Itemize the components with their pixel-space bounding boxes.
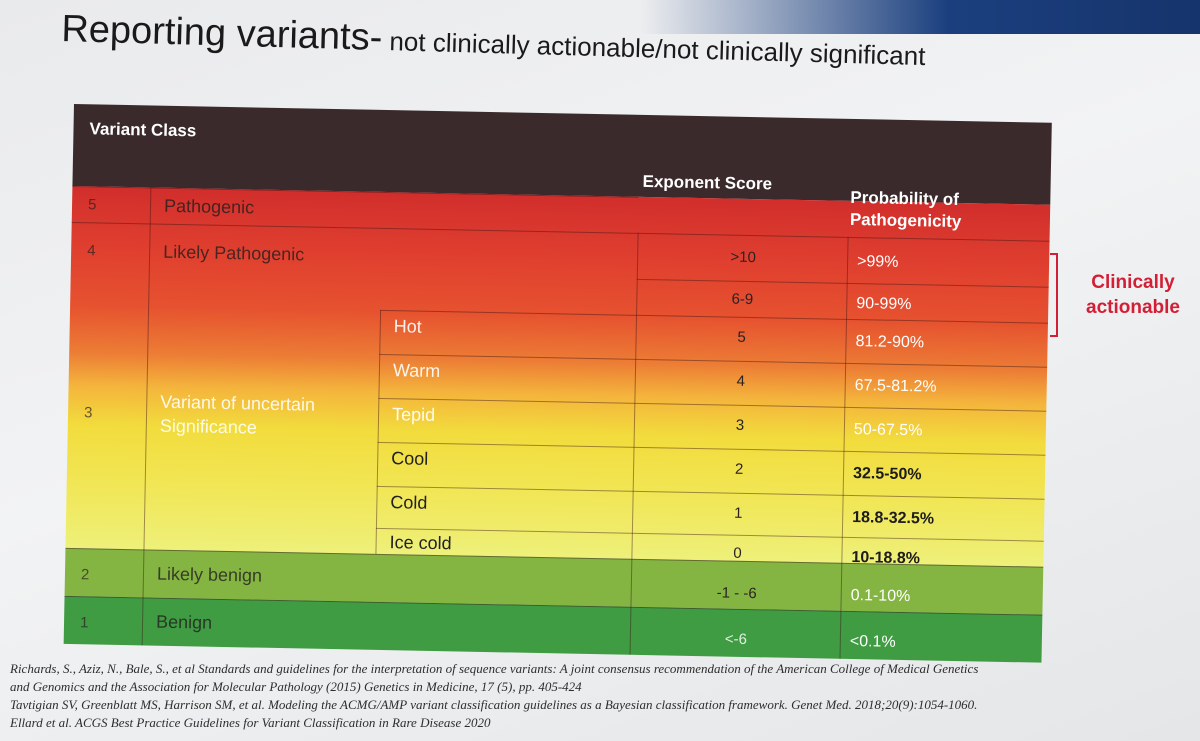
references: Richards, S., Aziz, N., Bale, S., et al …	[10, 660, 1190, 732]
reference-line: and Genomics and the Association for Mol…	[10, 679, 582, 694]
row-number: 2	[80, 566, 90, 584]
vus-sub-cool: Cool	[391, 448, 429, 469]
row-number: 1	[79, 614, 89, 632]
vus-sub-cold: Cold	[390, 492, 428, 513]
probability-cell: 67.5-81.2%	[854, 377, 937, 396]
probability-cell: 81.2-90%	[855, 333, 925, 352]
probability-cell: 50-67.5%	[853, 421, 923, 440]
class-label-likely-pathogenic: Likely Pathogenic	[162, 241, 305, 265]
vus-sub-hot: Hot	[393, 316, 422, 337]
score-cell: 6-9	[731, 290, 754, 309]
score-cell: 1	[733, 504, 743, 522]
probability-cell: <0.1%	[849, 632, 896, 651]
score-cell: 2	[734, 460, 744, 478]
variant-class-table: Variant Class Exponent Score Probability…	[63, 104, 1052, 679]
clinically-actionable-text: Clinically actionable	[1086, 272, 1180, 318]
header-variant-class: Variant Class	[89, 119, 197, 141]
probability-cell: 90-99%	[856, 295, 912, 314]
class-label-vus: Variant of uncertain Significance	[159, 391, 316, 438]
row-number: 3	[83, 404, 93, 422]
slide-title-main: Reporting variants-	[60, 8, 383, 59]
probability-cell: 32.5-50%	[852, 465, 922, 484]
score-cell: 4	[736, 372, 746, 390]
reference-line: Richards, S., Aziz, N., Bale, S., et al …	[10, 661, 979, 676]
row-number: 5	[87, 196, 97, 214]
score-cell: -1 - -6	[716, 584, 757, 603]
score-cell: 3	[735, 416, 745, 434]
slide-title-subtitle: not clinically actionable/not clinically…	[381, 25, 926, 72]
class-label-benign: Benign	[155, 611, 213, 633]
probability-cell: >99%	[856, 253, 899, 271]
score-cell: <-6	[724, 630, 748, 649]
probability-cell: 18.8-32.5%	[852, 509, 935, 528]
score-cell: >10	[730, 248, 757, 267]
header-probability: Probability of Pathogenicity	[849, 187, 962, 232]
clinically-actionable-label: Clinically actionable	[1078, 270, 1188, 320]
reference-line: Tavtigian SV, Greenblatt MS, Harrison SM…	[10, 697, 978, 712]
vus-sub-tepid: Tepid	[391, 404, 436, 425]
header-exponent-score: Exponent Score	[642, 171, 773, 194]
vus-sub-ice-cold: Ice cold	[389, 532, 452, 554]
probability-cell: 10-18.8%	[851, 549, 921, 568]
class-label-pathogenic: Pathogenic	[163, 195, 255, 218]
reference-line: Ellard et al. ACGS Best Practice Guideli…	[10, 715, 491, 730]
row-number: 4	[87, 242, 96, 260]
class-label-likely-benign: Likely benign	[156, 563, 263, 586]
clinically-actionable-bracket	[1050, 253, 1058, 337]
score-cell: 0	[733, 544, 742, 562]
score-cell: 5	[737, 328, 746, 346]
vus-sub-warm: Warm	[392, 360, 441, 382]
probability-cell: 0.1-10%	[850, 587, 911, 606]
top-decorative-bar	[640, 0, 1200, 34]
